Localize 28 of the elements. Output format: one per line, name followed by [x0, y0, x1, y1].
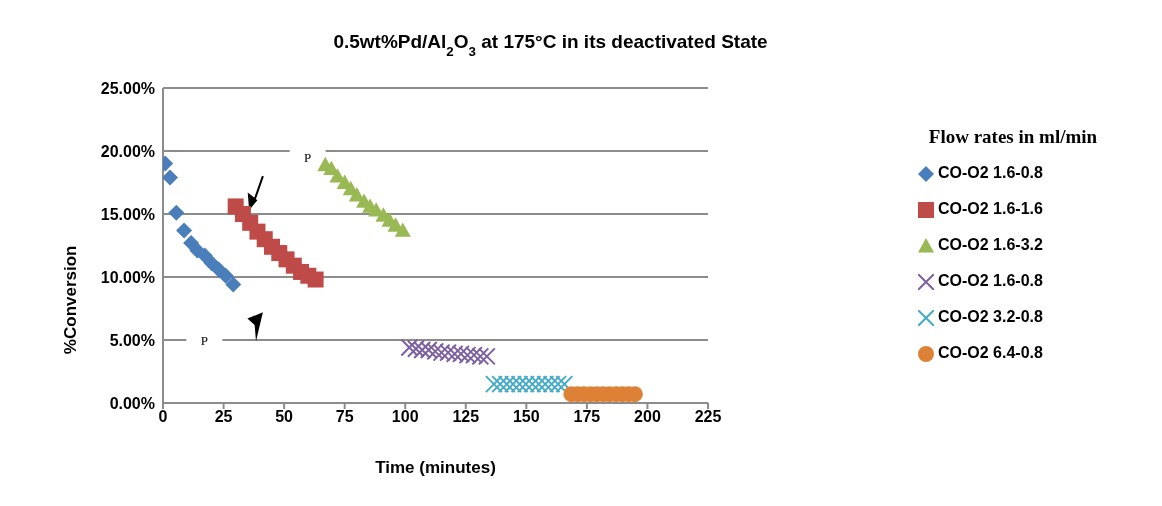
chart-title: 0.5wt%Pd/Al$_{2}$O$_{3}$ at 175°C in its deactivated State — [333, 31, 768, 59]
y-tick-label: 15.00% — [100, 205, 155, 223]
x-axis-title: Time (minutes) — [375, 458, 496, 478]
y-tick-label: 5.00% — [109, 331, 155, 349]
x-tick-label: 125 — [452, 408, 480, 426]
annotation: P — [200, 333, 208, 348]
x-tick-label: 50 — [275, 408, 294, 426]
legend-title: Flow rates in ml/min — [927, 126, 1099, 148]
y-axis-title: %Conversion — [61, 245, 81, 355]
legend-label: CO-O2 3.2-0.8 — [937, 308, 1044, 326]
y-tick-label: 20.00% — [100, 142, 155, 160]
x-tick-label: 200 — [634, 408, 661, 426]
x-tick-label: 25 — [214, 408, 233, 426]
y-tick-label: 0.00% — [109, 394, 155, 412]
legend-label: CO-O2 1.6-0.8 — [937, 272, 1044, 290]
legend-label: CO-O2 1.6-3.2 — [937, 236, 1044, 254]
x-tick-label: 150 — [512, 408, 540, 426]
x-tick-label: 0 — [158, 408, 168, 426]
annotation: P — [304, 150, 312, 166]
y-tick-label: 25.00% — [100, 79, 155, 97]
y-tick-label: 10.00% — [100, 268, 155, 286]
x-tick-label: 100 — [391, 408, 419, 426]
legend-label: CO-O2 6.4-0.8 — [937, 344, 1044, 362]
legend-label: CO-O2 1.6-1.6 — [937, 200, 1044, 218]
x-tick-label: 225 — [694, 408, 722, 426]
x-tick-label: 75 — [335, 408, 354, 426]
x-tick-label: 175 — [573, 408, 601, 426]
legend-label: CO-O2 1.6-0.8 — [937, 164, 1044, 182]
